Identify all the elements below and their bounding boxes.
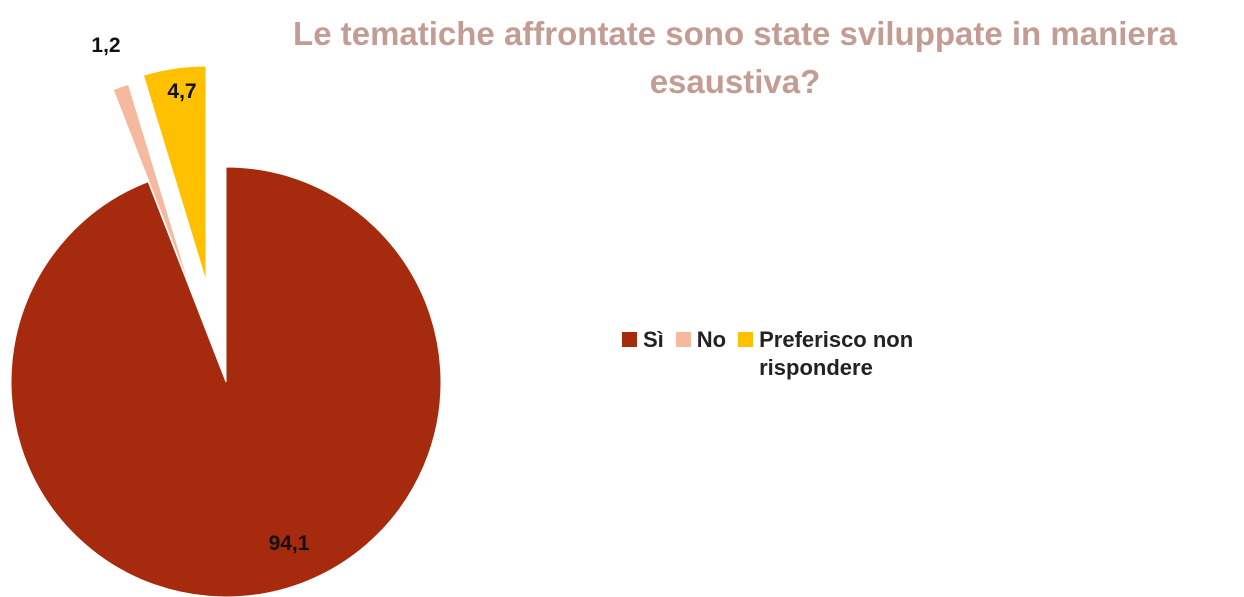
- legend-swatch-preferisco: [738, 332, 754, 347]
- legend-label-si: Sì: [643, 327, 664, 352]
- legend-item-no: No: [675, 326, 727, 354]
- legend-item-preferisco: Preferisco non rispondere: [738, 326, 949, 382]
- pie-slice-2: [142, 65, 207, 282]
- legend-item-si: Sì: [622, 326, 664, 354]
- pie-slice-1: [112, 83, 192, 291]
- legend-label-preferisco: Preferisco non rispondere: [759, 327, 914, 380]
- data-label-2: 4,7: [167, 80, 196, 103]
- data-label-0: 94,1: [269, 532, 310, 555]
- chart-title: Le tematiche affrontate sono state svilu…: [293, 15, 1177, 100]
- pie-slice-0: [10, 166, 442, 597]
- chart-legend: Sì No Preferisco non rispondere: [622, 326, 961, 382]
- data-label-1: 1,2: [91, 34, 120, 57]
- legend-swatch-si: [622, 332, 637, 347]
- legend-swatch-no: [675, 332, 691, 347]
- legend-label-no: No: [696, 327, 727, 352]
